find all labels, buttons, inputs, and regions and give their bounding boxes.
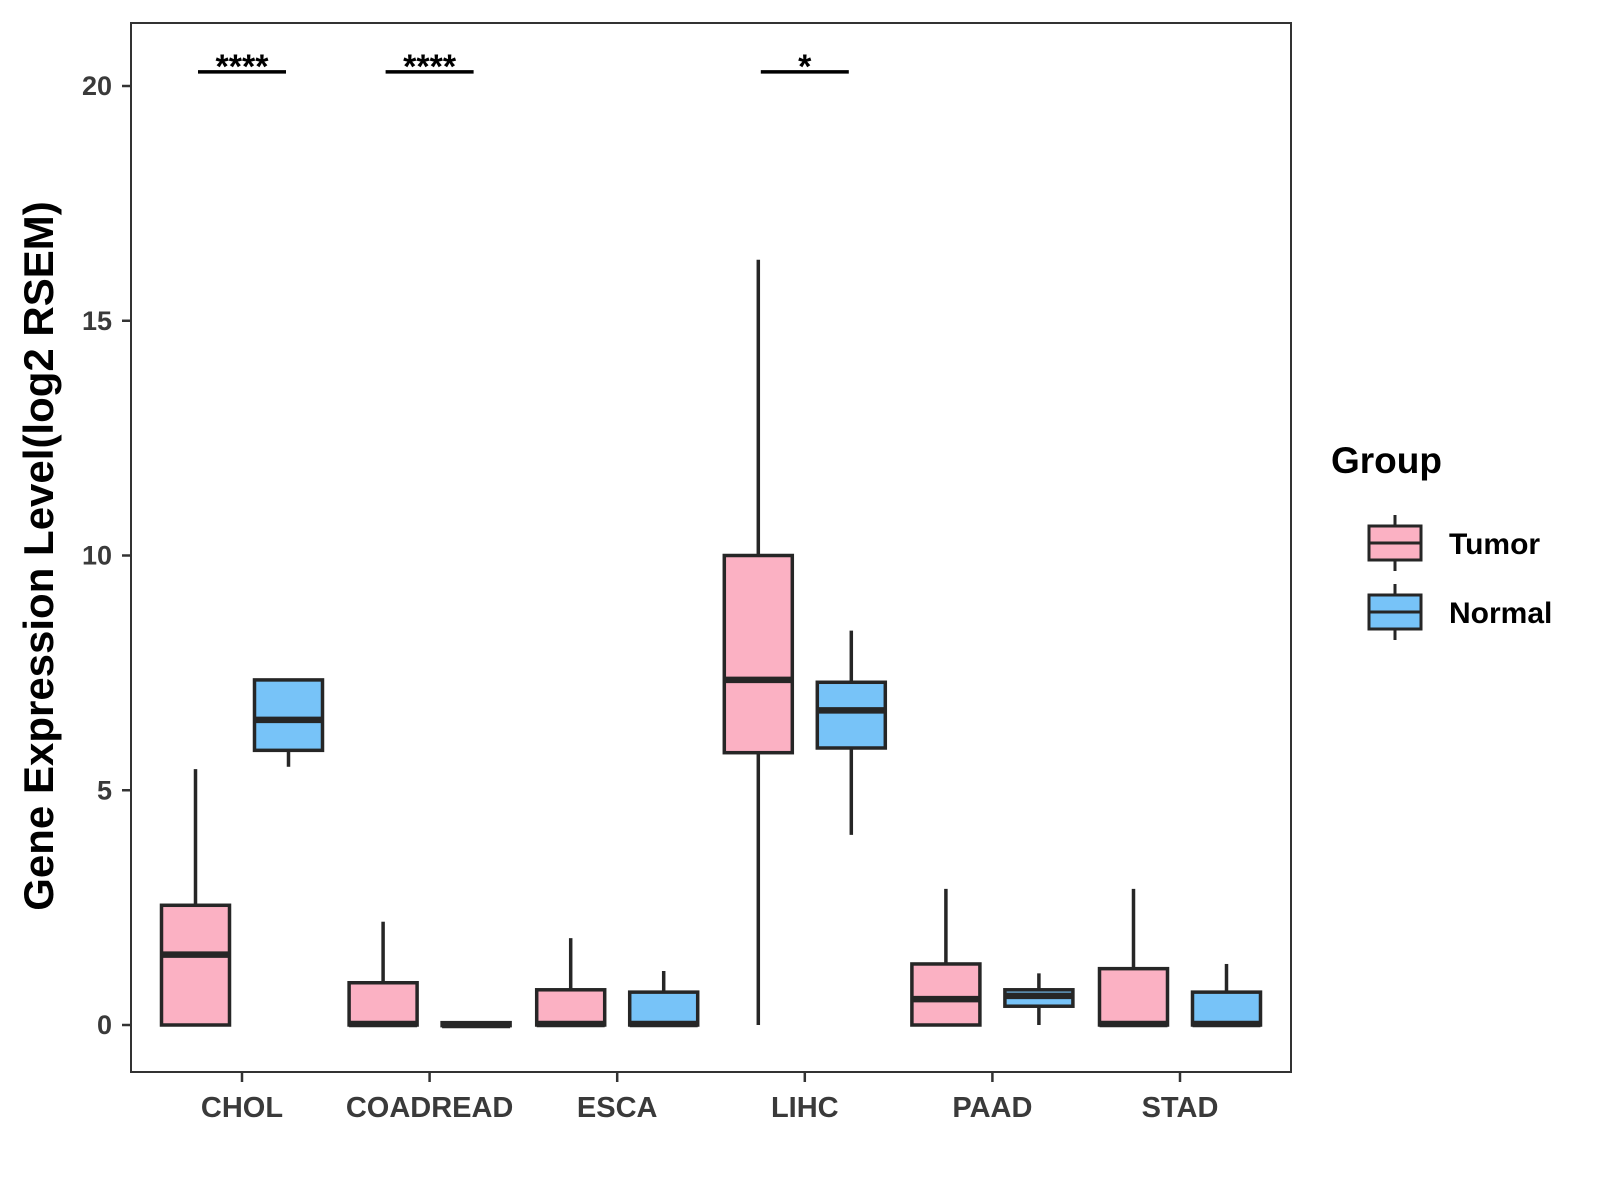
tumor-box-lihc xyxy=(722,259,795,1025)
box-body xyxy=(159,903,232,1027)
significance-label: * xyxy=(798,48,812,86)
box-body xyxy=(1190,990,1263,1027)
box-body xyxy=(252,678,325,753)
box-body xyxy=(347,980,419,1027)
x-tick-label: ESCA xyxy=(577,1092,658,1124)
y-tick-label: 0 xyxy=(97,1010,112,1040)
box-body xyxy=(722,553,795,755)
box-body xyxy=(815,680,888,750)
x-tick-label: PAAD xyxy=(952,1092,1032,1124)
panel-border xyxy=(130,22,1292,1073)
legend-label: Tumor xyxy=(1449,528,1540,561)
tumor-box-stad xyxy=(1097,888,1170,1028)
significance-label: **** xyxy=(403,48,457,86)
x-tick-label: CHOL xyxy=(201,1092,283,1124)
box-body xyxy=(627,990,700,1027)
legend-item-normal: Normal xyxy=(1367,584,1552,640)
y-tick-label: 15 xyxy=(82,306,112,336)
legend: Group Tumor Normal xyxy=(1331,440,1552,640)
legend-title: Group xyxy=(1331,440,1442,481)
tumor-box-paad xyxy=(910,888,982,1027)
legend-item-tumor: Tumor xyxy=(1367,515,1540,571)
normal-box-coadread xyxy=(440,1020,512,1029)
x-tick-label: COADREAD xyxy=(346,1092,514,1124)
tumor-box-esca xyxy=(534,938,607,1028)
legend-label: Normal xyxy=(1449,597,1552,630)
x-tick-label: STAD xyxy=(1142,1092,1219,1124)
box-body xyxy=(1097,966,1170,1027)
normal-box-lihc xyxy=(815,630,888,835)
normal-box-chol xyxy=(252,678,325,767)
y-tick-label: 20 xyxy=(82,71,112,101)
y-tick-label: 5 xyxy=(97,775,112,805)
tumor-box-chol xyxy=(159,769,232,1027)
normal-box-paad xyxy=(1003,973,1075,1025)
box-body xyxy=(534,988,607,1027)
box-body xyxy=(910,962,982,1027)
y-tick-label: 10 xyxy=(82,541,112,571)
tumor-box-coadread xyxy=(347,921,419,1028)
x-tick-label: LIHC xyxy=(771,1092,839,1124)
normal-box-stad xyxy=(1190,963,1263,1028)
significance-label: **** xyxy=(216,48,270,86)
normal-box-esca xyxy=(627,971,700,1028)
y-axis-title: Gene Expression Level(log2 RSEM) xyxy=(15,201,62,911)
